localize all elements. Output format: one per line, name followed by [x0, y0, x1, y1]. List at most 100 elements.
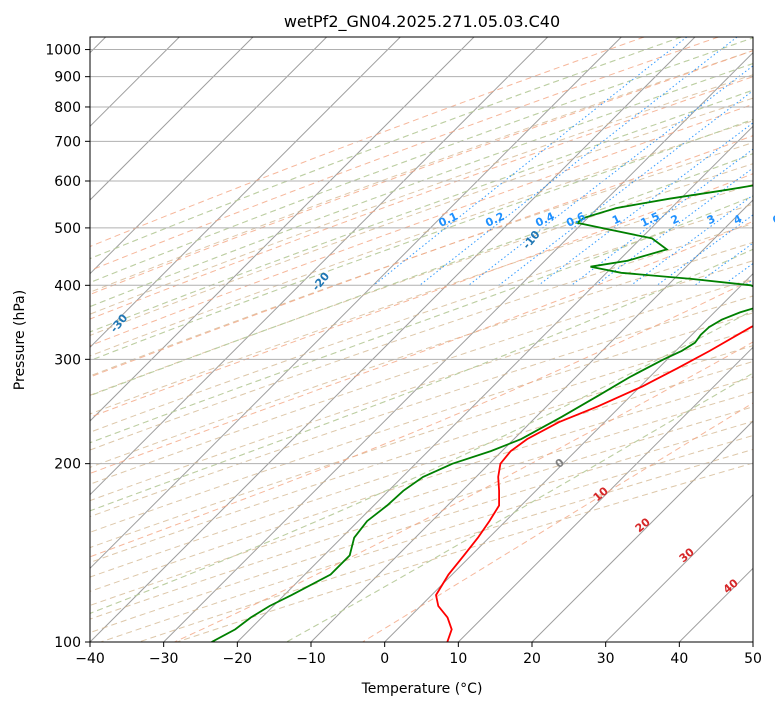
y-tick-label: 100 — [54, 635, 81, 651]
moist-adiabat-line — [90, 135, 753, 378]
moist-adiabat-line — [90, 118, 753, 362]
moist-adiabat-line — [90, 278, 753, 558]
chart-title: wetPf2_GN04.2025.271.05.03.C40 — [284, 12, 560, 32]
mixing-ratio-label: 1.5 — [639, 210, 662, 230]
background-lines — [90, 37, 775, 642]
x-tick-label: 10 — [449, 651, 467, 667]
mixing-ratio-label: 4 — [732, 212, 745, 227]
moist-adiabat-line — [90, 76, 753, 320]
moist-adiabat-line — [90, 37, 753, 284]
mixing-ratio-label: 1 — [610, 212, 622, 227]
mixing-ratio-line — [373, 37, 688, 286]
dry-adiabat-line — [90, 163, 753, 396]
y-tick-label: 700 — [54, 134, 81, 150]
y-tick-label: 600 — [54, 174, 81, 190]
x-axis-label: Temperature (°C) — [361, 681, 483, 697]
mixing-ratio-line — [744, 278, 753, 286]
x-tick-label: 50 — [744, 651, 762, 667]
dry-adiabat-line — [90, 376, 753, 592]
dry-adiabat-line — [90, 97, 753, 336]
x-tick-label: 40 — [670, 651, 688, 667]
moist-adiabat-line — [90, 153, 753, 397]
mixing-ratio-label: 0.1 — [437, 210, 460, 230]
moist-adiabat-line — [90, 89, 753, 333]
dry-adiabat-line — [100, 434, 753, 642]
moist-adiabat-line — [90, 153, 753, 397]
mixing-ratio-label: 0.2 — [483, 210, 506, 230]
moist-adiabat-label: 10 — [591, 484, 611, 504]
dry-adiabat-line — [90, 295, 753, 518]
dry-adiabat-line — [90, 278, 753, 502]
dry-adiabat-line — [90, 74, 753, 315]
isotherm-line — [310, 199, 753, 642]
isotherm-line — [90, 37, 549, 496]
dry-adiabat-line — [90, 241, 753, 468]
dry-adiabat-line — [90, 203, 753, 433]
y-tick-label: 300 — [54, 352, 81, 368]
y-tick-label: 900 — [54, 70, 81, 86]
mixing-ratio-line — [468, 65, 753, 286]
moist-adiabat-line — [90, 195, 753, 444]
moist-adiabat-line — [90, 248, 753, 512]
moist-adiabat-label: 30 — [677, 545, 697, 565]
isotherm-line — [605, 493, 753, 642]
moist-adiabat-line — [90, 173, 753, 418]
moist-adiabat-line — [90, 220, 753, 474]
dry-adiabat-line — [90, 50, 753, 293]
moist-adiabat-label: 20 — [633, 515, 653, 535]
moist-adiabat-line — [90, 103, 753, 347]
plot-frame — [89, 36, 754, 643]
temperature-line — [435, 325, 753, 642]
moist-adiabat-line — [90, 37, 682, 260]
mixing-ratio-label: 3 — [705, 212, 717, 227]
x-tick-label: 20 — [523, 651, 541, 667]
dewpoint-line — [211, 184, 753, 642]
x-tick-label: −30 — [149, 651, 179, 667]
x-tick-label: −40 — [75, 651, 105, 667]
y-tick-label: 800 — [54, 100, 81, 116]
profiles — [211, 184, 753, 642]
moist-adiabat-line — [90, 37, 645, 248]
y-axis-ticks: 100 200 300 400 500 600 700 800 900 1000 — [45, 43, 90, 651]
moist-adiabat-line — [90, 37, 682, 260]
moist-adiabat-line — [90, 118, 753, 362]
mixing-ratio-line — [630, 194, 753, 286]
dry-adiabat-line — [90, 183, 753, 415]
dry-adiabat-line — [90, 360, 753, 578]
dry-adiabat-line — [90, 142, 753, 377]
moist-adiabat-line — [90, 37, 753, 284]
isotherm-line — [90, 37, 254, 201]
isotherm-line — [90, 37, 401, 349]
isotherm-line — [90, 37, 328, 275]
y-tick-label: 400 — [54, 278, 81, 294]
isotherm-line — [531, 420, 753, 642]
mixing-ratio-line — [772, 37, 775, 285]
moist-adiabat-line — [90, 89, 753, 333]
x-tick-label: 0 — [380, 651, 389, 667]
mixing-ratio-line — [722, 262, 753, 286]
dry-adiabat-line — [90, 345, 753, 564]
mixing-ratio-label: 0.6 — [564, 210, 587, 230]
isotherm-line — [90, 37, 696, 642]
dry-adiabat-line — [90, 312, 753, 533]
moist-adiabat-line — [90, 50, 753, 296]
dry-adiabat-label: -20 — [310, 270, 333, 294]
dry-adiabat-line — [90, 223, 753, 451]
isotherm-line — [678, 567, 753, 642]
moist-adiabat-line — [90, 63, 753, 308]
moist-adiabat-line — [90, 37, 719, 272]
x-tick-label: 30 — [597, 651, 615, 667]
isotherm-line — [236, 125, 753, 642]
x-tick-label: −20 — [223, 651, 253, 667]
mixing-ratio-line — [571, 148, 753, 286]
isotherm-line — [384, 272, 753, 642]
dry-adiabat-line — [90, 391, 753, 606]
y-tick-label: 1000 — [45, 43, 81, 59]
mixing-ratio-line — [538, 122, 753, 286]
dry-adiabat-line — [90, 120, 753, 357]
isotherm-line — [163, 51, 753, 642]
moist-adiabat-line — [90, 63, 753, 308]
moist-adiabat-label: 40 — [721, 576, 741, 596]
isotherm-line — [457, 346, 753, 642]
